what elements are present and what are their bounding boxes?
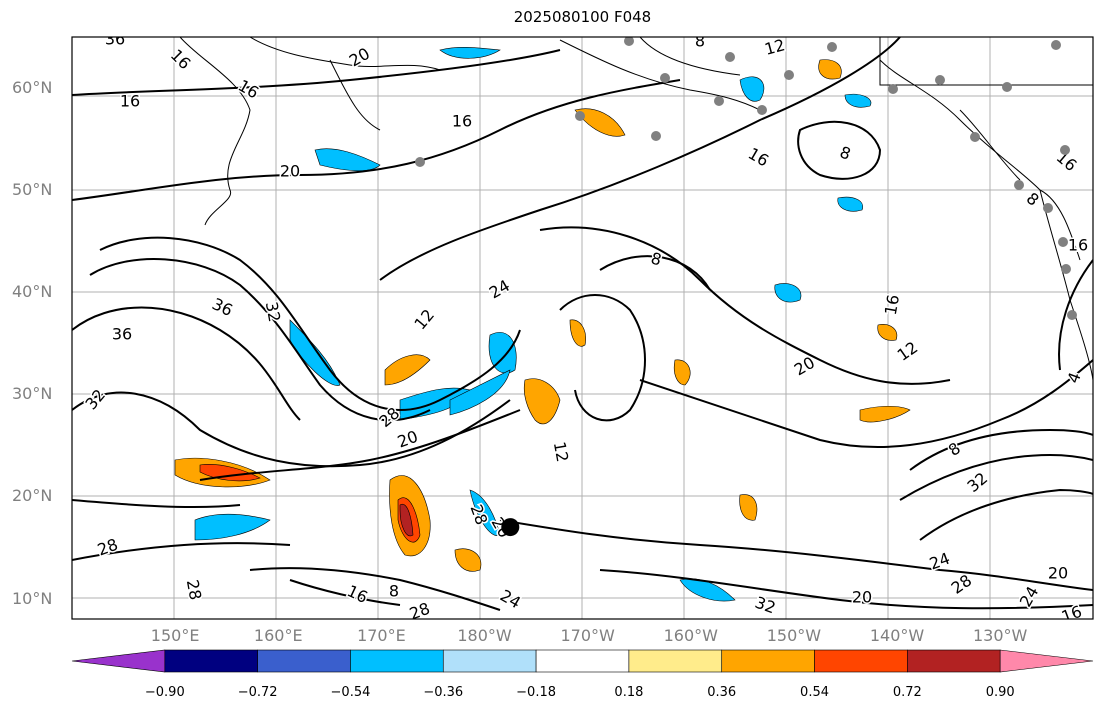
contour-label: 36 [112, 325, 132, 344]
longitude-label: 160°W [663, 626, 718, 645]
coastlines [179, 37, 1093, 381]
contour-label: 8 [837, 142, 853, 163]
contour-label: 8 [649, 249, 664, 270]
contour-label: 32 [963, 468, 991, 496]
colorbar-tick-label: −0.54 [330, 685, 371, 700]
colorbar-tick-label: 0.54 [800, 685, 829, 700]
contour-label: 12 [894, 338, 922, 365]
map-frame [71, 36, 1094, 620]
latitude-label: 20°N [12, 486, 53, 506]
colorbar-segment [442, 649, 537, 673]
contour-label: 20 [852, 588, 872, 607]
contour-label: 32 [753, 593, 779, 618]
colorbar-tick-label: −0.18 [516, 685, 556, 700]
contour-label: 4 [1063, 370, 1084, 386]
colorbar-tick-label: −0.36 [423, 685, 464, 700]
longitude-label: 170°W [560, 626, 615, 645]
longitude-label: 140°W [869, 626, 925, 645]
contour-label: 16 [344, 581, 370, 607]
contour-label: 36 [105, 30, 125, 49]
contour-label: 16 [452, 112, 472, 131]
colorbar-segment [814, 649, 908, 673]
contour-label: 20 [280, 162, 300, 181]
contour-label: 16 [235, 76, 262, 103]
contour-label: 12 [550, 440, 572, 463]
contour-label: 16 [881, 293, 903, 316]
longitude-label: 170°E [357, 626, 406, 645]
contour-label: 8 [389, 582, 399, 601]
longitude-label: 180°W [457, 626, 512, 645]
longitude-label: 160°E [253, 626, 303, 645]
colorbar-segment [999, 649, 1094, 673]
colorbar-tick-label: 0.90 [985, 685, 1015, 700]
latitude-label: 10°N [12, 588, 53, 608]
colorbar-segment [164, 649, 258, 673]
colorbar [71, 649, 1094, 673]
storm-marker [501, 518, 520, 537]
colorbar-segment [257, 649, 351, 673]
contour-label: 24 [486, 276, 513, 303]
contour-label: 16 [120, 92, 140, 111]
latitude-label: 30°N [12, 384, 53, 404]
colorbar-segment [907, 649, 1001, 673]
contour-label: 12 [410, 305, 438, 333]
longitude-label: 130°W [972, 626, 1028, 645]
contour-lines [72, 37, 1093, 611]
contour-label: 8 [1023, 189, 1043, 210]
contour-label: 24 [497, 586, 524, 613]
contour-label: 16 [745, 144, 772, 171]
contour-label: 16 [1068, 236, 1088, 255]
colorbar-segment [535, 649, 630, 673]
colorbar-segment [628, 649, 723, 673]
contour-label: 28 [183, 578, 205, 601]
latitude-label: 40°N [12, 282, 53, 302]
colorbar-segment [721, 649, 815, 673]
map-title: 2025080100 F048 [513, 8, 652, 26]
contour-label: 32 [262, 300, 284, 323]
contour-label: 8 [945, 438, 964, 459]
contour-label: 12 [762, 35, 787, 59]
latitude-label: 50°N [12, 180, 53, 200]
contour-label: 16 [167, 45, 195, 73]
longitude-label: 150°E [150, 626, 200, 645]
shaded-patches [174, 46, 911, 602]
colorbar-segment [71, 649, 166, 673]
colorbar-tick-label: 0.36 [707, 685, 737, 700]
colorbar-tick-label: 0.72 [892, 685, 922, 700]
contour-label: 32 [81, 385, 109, 413]
contour-label: 28 [948, 571, 976, 598]
latitude-label: 60°N [12, 78, 53, 98]
colorbar-tick-label: 0.18 [614, 685, 644, 700]
contour-label: 36 [209, 294, 235, 320]
contour-label: 20 [1048, 564, 1068, 583]
station-markers [415, 37, 1077, 320]
contour-label: 28 [407, 599, 433, 624]
longitude-label: 150°W [766, 626, 822, 645]
colorbar-tick-label: −0.90 [144, 685, 185, 700]
colorbar-tick-label: −0.72 [237, 685, 278, 700]
contour-label: 8 [695, 32, 705, 51]
colorbar-segment [350, 649, 444, 673]
contour-label: 24 [1016, 583, 1043, 610]
